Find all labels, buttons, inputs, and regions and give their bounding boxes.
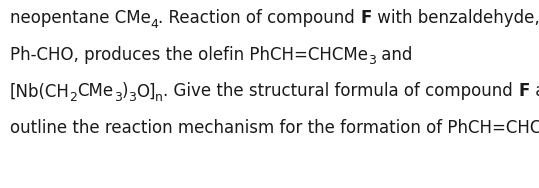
Text: 4: 4 [150, 18, 158, 31]
Text: neopentane CMe: neopentane CMe [10, 9, 150, 27]
Text: CMe: CMe [78, 82, 114, 100]
Text: and: and [376, 45, 412, 64]
Text: F: F [361, 9, 372, 27]
Text: . Give the structural formula of compound: . Give the structural formula of compoun… [163, 82, 518, 100]
Text: O]: O] [136, 82, 155, 100]
Text: ): ) [121, 82, 128, 100]
Text: n: n [155, 91, 163, 104]
Text: outline the reaction mechanism for the formation of PhCH=CHCMe: outline the reaction mechanism for the f… [10, 119, 539, 137]
Text: 3: 3 [128, 91, 136, 104]
Text: 3: 3 [114, 91, 121, 104]
Text: Ph-CHO, produces the olefin PhCH=CHCMe: Ph-CHO, produces the olefin PhCH=CHCMe [10, 45, 368, 64]
Text: [Nb(CH: [Nb(CH [10, 82, 70, 100]
Text: 2: 2 [70, 91, 78, 104]
Text: and: and [530, 82, 539, 100]
Text: . Reaction of compound: . Reaction of compound [158, 9, 361, 27]
Text: 3: 3 [368, 54, 376, 67]
Text: with benzaldehyde,: with benzaldehyde, [372, 9, 539, 27]
Text: F: F [518, 82, 530, 100]
